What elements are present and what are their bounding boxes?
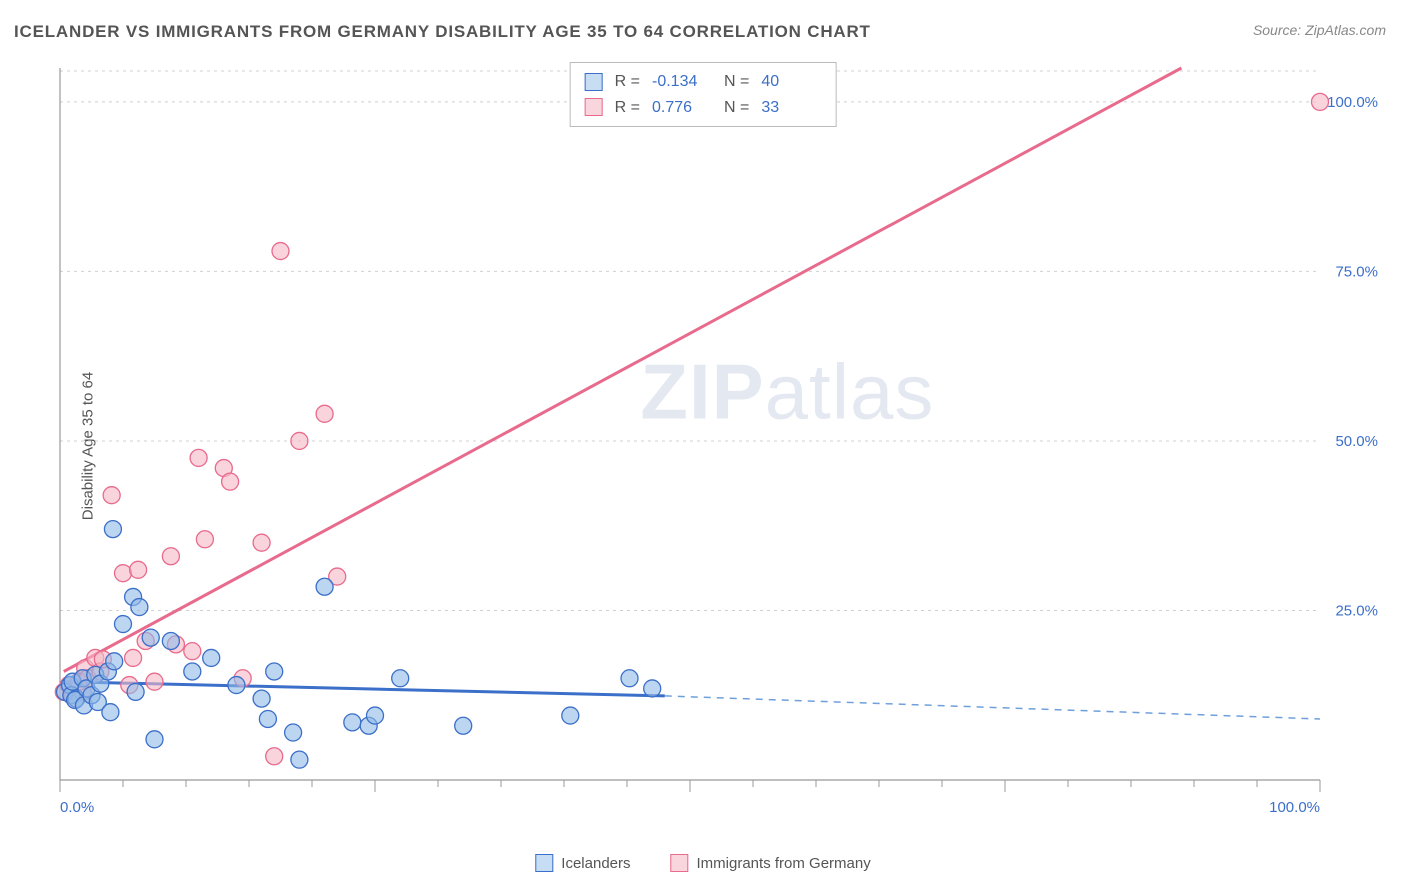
source-label: Source: ZipAtlas.com <box>1253 22 1386 38</box>
stats-row-2: R = 0.776 N = 33 <box>585 95 822 121</box>
chart-title: ICELANDER VS IMMIGRANTS FROM GERMANY DIS… <box>14 22 871 42</box>
r-value-2: 0.776 <box>652 95 712 121</box>
stats-row-1: R = -0.134 N = 40 <box>585 69 822 95</box>
swatch-blue-icon <box>585 73 603 91</box>
swatch-blue-icon <box>535 854 553 872</box>
legend-bottom: Icelanders Immigrants from Germany <box>535 854 870 872</box>
stats-legend-box: R = -0.134 N = 40 R = 0.776 N = 33 <box>570 62 837 127</box>
swatch-pink-icon <box>585 98 603 116</box>
legend-label-2: Immigrants from Germany <box>697 855 871 872</box>
scatter-plot: 0.0% 100.0% 25.0% 50.0% 75.0% 100.0% <box>50 60 1390 820</box>
n-value-2: 33 <box>761 95 821 121</box>
svg-text:50.0%: 50.0% <box>1335 433 1378 450</box>
r-label: R = <box>615 69 640 95</box>
svg-text:100.0%: 100.0% <box>1269 799 1320 816</box>
svg-text:75.0%: 75.0% <box>1335 263 1378 280</box>
svg-text:100.0%: 100.0% <box>1327 94 1378 111</box>
svg-text:25.0%: 25.0% <box>1335 602 1378 619</box>
legend-item-1: Icelanders <box>535 854 630 872</box>
n-label: N = <box>724 69 749 95</box>
svg-text:0.0%: 0.0% <box>60 799 94 816</box>
r-label: R = <box>615 95 640 121</box>
n-label: N = <box>724 95 749 121</box>
r-value-1: -0.134 <box>652 69 712 95</box>
legend-label-1: Icelanders <box>561 855 630 872</box>
n-value-1: 40 <box>761 69 821 95</box>
plot-svg: 0.0% 100.0% 25.0% 50.0% 75.0% 100.0% <box>50 60 1390 820</box>
legend-item-2: Immigrants from Germany <box>671 854 871 872</box>
swatch-pink-icon <box>671 854 689 872</box>
